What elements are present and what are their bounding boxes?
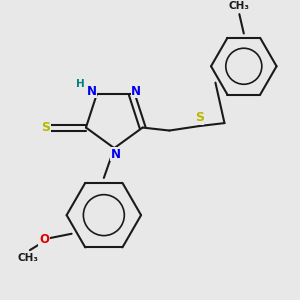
Text: N: N [131,85,141,98]
Text: O: O [39,233,49,246]
Text: N: N [86,85,96,98]
Text: S: S [41,121,50,134]
Text: S: S [195,111,204,124]
Text: H: H [76,79,85,89]
Text: CH₃: CH₃ [229,1,250,11]
Text: CH₃: CH₃ [18,254,39,263]
Text: N: N [111,148,121,160]
